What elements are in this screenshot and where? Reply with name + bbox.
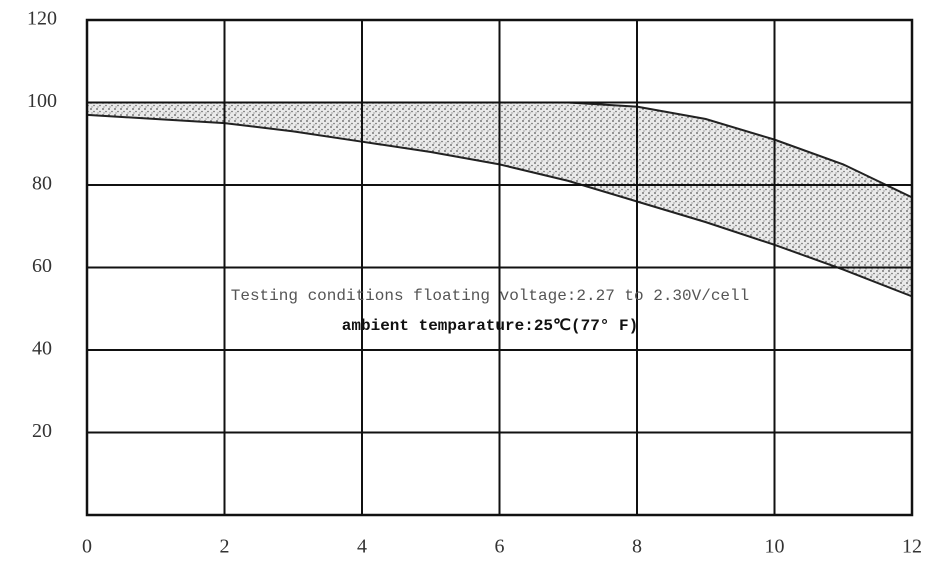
band-fill [87,102,912,297]
y-tick-label: 80 [32,173,52,195]
plot-frame [85,18,914,517]
x-tick-label: 10 [765,536,785,558]
y-tick-label: 20 [32,420,52,442]
y-tick-label: 60 [32,255,52,277]
x-tick-label: 6 [495,536,505,558]
x-tick-label: 4 [357,536,367,558]
annotation: ambient temparature:25℃(77° F) [342,317,638,335]
y-tick-label: 100 [27,90,57,112]
x-tick-label: 2 [220,536,230,558]
x-tick-label: 8 [632,536,642,558]
x-tick-label: 12 [902,536,922,558]
y-tick-label: 40 [32,338,52,360]
y-tick-label: 120 [27,8,57,30]
annotation: Testing conditions floating voltage:2.27… [231,287,749,305]
x-tick-label: 0 [82,536,92,558]
